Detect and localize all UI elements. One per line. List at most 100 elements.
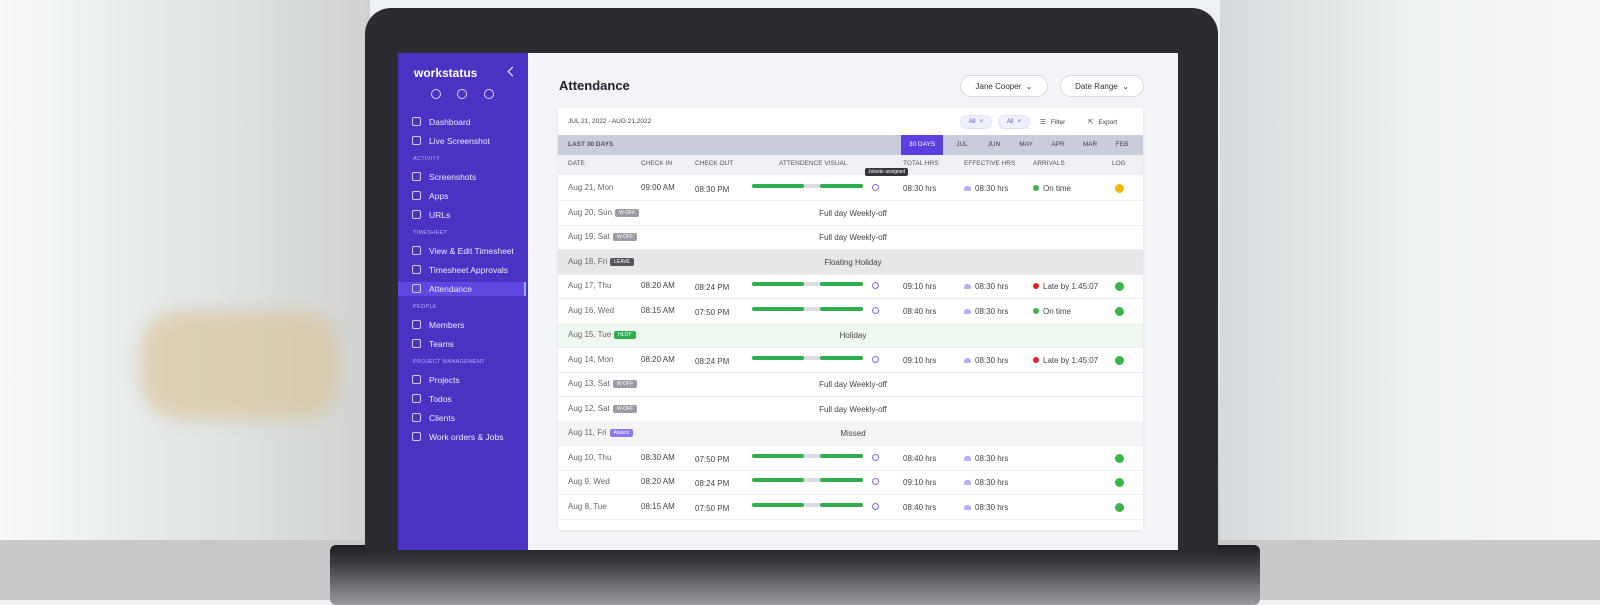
arrival-dot [1033, 307, 1039, 314]
location-icon [872, 502, 879, 510]
log-icon[interactable] [1115, 282, 1124, 291]
arrival-dot [1033, 283, 1039, 289]
visual-work [752, 306, 804, 311]
period-tab[interactable]: APR [1051, 141, 1065, 148]
period-tab[interactable]: 30 DAYS [901, 135, 943, 155]
background-chair [140, 310, 340, 420]
visual-track [752, 184, 863, 188]
arrival: Late by 1:45:07 [1033, 282, 1098, 291]
nav-item[interactable]: Projects [398, 373, 526, 387]
status-badge: W-OFF [615, 208, 640, 217]
check-in: 08:20 AM [641, 477, 675, 486]
date-cell: Aug 17, Thu [568, 281, 611, 290]
top-icon[interactable] [457, 89, 467, 99]
effective-value: 08:30 hrs [975, 282, 1009, 291]
nav-icon [412, 284, 421, 293]
effective-icon [964, 455, 971, 461]
visual-work [752, 282, 804, 286]
nav-item[interactable]: Clients [398, 411, 526, 425]
date-cell: Aug 9, Wed [568, 477, 610, 486]
top-icon[interactable] [431, 89, 441, 99]
log-icon[interactable] [1115, 453, 1124, 463]
date-cell: Aug 13, Sat W-OFF [568, 379, 638, 388]
log-icon[interactable] [1115, 184, 1124, 193]
visual-work [752, 355, 804, 360]
log-icon[interactable] [1115, 355, 1124, 365]
visual-work [820, 502, 863, 507]
effective-value: 08:30 hrs [975, 502, 1009, 512]
status-badge: HLDY [614, 331, 636, 339]
table-row: Aug 12, Sat W-OFF Full day Weekly-off [558, 397, 1143, 422]
nav-item[interactable]: Todos [398, 392, 526, 406]
period-tab[interactable]: JUN [987, 141, 1001, 148]
check-out: 08:24 PM [695, 283, 730, 292]
filter-chip[interactable]: All × [960, 115, 992, 129]
nav-label: Dashboard [429, 117, 471, 127]
visual-track [752, 502, 863, 507]
nav-item[interactable]: View & Edit Timesheet [398, 244, 526, 258]
nav-item[interactable]: Attendance [398, 282, 526, 296]
visual-track [752, 355, 863, 360]
sidebar: workstatus Dashboard Live Screenshot ACTIVI… [398, 53, 528, 550]
date: Aug 21, Mon [568, 183, 614, 192]
table-row: Aug 10, Thu 08:30 AM 07:50 PM 08:40 hrs 08:3… [558, 446, 1143, 471]
visual-work [820, 478, 863, 482]
log-icon[interactable] [1115, 478, 1124, 487]
period-tab[interactable]: MAR [1082, 141, 1098, 148]
day-note: Full day Weekly-off [819, 404, 887, 414]
filter-button[interactable]: ☰ Filter [1040, 118, 1065, 126]
nav-item[interactable]: Work orders & Jobs [398, 430, 526, 444]
nav-label: Clients [429, 413, 455, 423]
nav-item[interactable]: Apps [398, 189, 526, 203]
date-cell: Aug 12, Sat W-OFF [568, 404, 638, 413]
nav-label: URLs [429, 210, 451, 220]
status-badge: W-OFF [612, 404, 638, 413]
status-badge: W-OFF [612, 380, 638, 388]
period-tab[interactable]: FEB [1115, 141, 1129, 148]
nav-label: Members [429, 320, 465, 330]
nav-item[interactable]: Teams [398, 337, 526, 351]
arrival: On time [1033, 184, 1071, 193]
section-heading: PROJECT MANAGEMENT [413, 359, 485, 365]
nav-item[interactable]: Dashboard [398, 115, 526, 129]
nav-item[interactable]: Timesheet Approvals [398, 263, 526, 277]
period-tab[interactable]: JUL [956, 141, 968, 148]
table-row: Aug 17, Thu 08:20 AM 08:24 PM 09:10 hrs 08:3… [558, 274, 1143, 299]
visual-work [820, 184, 863, 188]
tooltip: Jobsite assigned [865, 168, 909, 176]
top-icon[interactable] [484, 89, 494, 99]
effective-hrs: 08:30 hrs [964, 184, 1008, 193]
column-header: TOTAL HRS [903, 160, 939, 167]
effective-hrs: 08:30 hrs [964, 478, 1008, 487]
period-bar: LAST 30 DAYS 30 DAYS JUL JUN MAY APR MAR FEB [558, 135, 1143, 155]
nav-label: Attendance [429, 284, 473, 294]
location-icon [872, 306, 879, 314]
check-out: 07:50 PM [695, 454, 730, 464]
date-range-select[interactable]: Date Range ⌄ [1060, 75, 1144, 97]
day-note: Full day Weekly-off [819, 208, 887, 218]
nav-item[interactable]: Screenshots [398, 170, 526, 184]
log-icon[interactable] [1115, 502, 1124, 512]
filter-icon: ☰ [1040, 119, 1046, 126]
user-select[interactable]: Jane Cooper ⌄ [960, 75, 1048, 97]
nav-icon [412, 432, 421, 441]
date-cell: Aug 15, Tue HLDY [568, 330, 636, 339]
brand: workstatus [414, 66, 478, 80]
nav-icon [412, 339, 421, 348]
nav-item[interactable]: URLs [398, 208, 526, 222]
log-icon[interactable] [1115, 306, 1124, 316]
nav-item[interactable]: Members [398, 318, 526, 332]
nav-item[interactable]: Live Screenshot [398, 134, 526, 148]
nav-icon [412, 210, 421, 219]
export-button[interactable]: ⇱ Export [1088, 118, 1117, 126]
visual-work [820, 355, 863, 360]
date: Aug 14, Mon [568, 354, 614, 364]
filter-chip[interactable]: All × [998, 115, 1030, 129]
table-row: Aug 14, Mon 08:20 AM 08:24 PM 09:10 hrs 08:3… [558, 348, 1143, 373]
period-tab[interactable]: MAY [1019, 141, 1033, 148]
nav-icon [412, 265, 421, 274]
nav-label: Live Screenshot [429, 136, 490, 146]
date: Aug 20, Sun [568, 207, 613, 217]
table-header: DATE CHECK IN CHECK OUT ATTENDENCE VISUAL TO… [558, 155, 1143, 175]
